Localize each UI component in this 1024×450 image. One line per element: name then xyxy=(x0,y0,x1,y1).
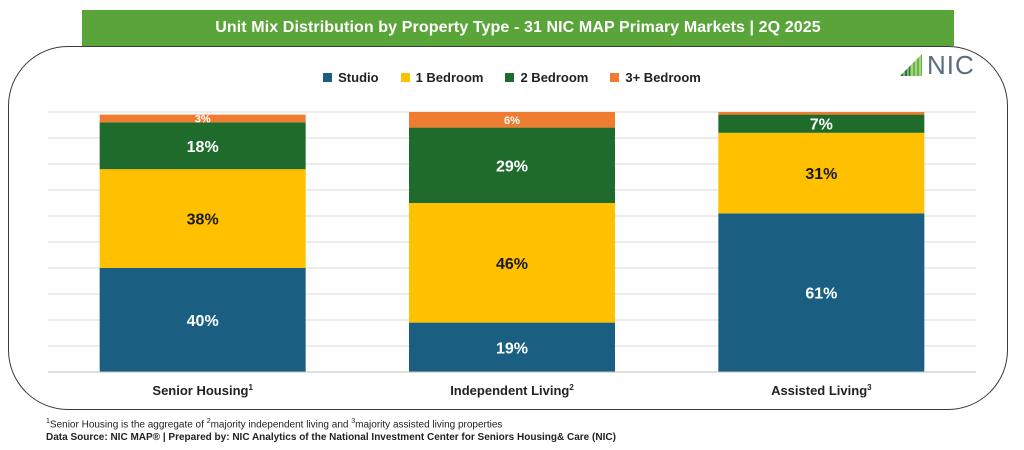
chart-title: Unit Mix Distribution by Property Type -… xyxy=(82,10,954,46)
bar-segment-2-bedroom xyxy=(409,127,615,203)
nic-logo-icon xyxy=(898,52,924,78)
legend-label: 3+ Bedroom xyxy=(625,70,701,85)
legend-label: Studio xyxy=(338,70,379,85)
footnote-part-1: Senior Housing is the aggregate of xyxy=(49,419,207,431)
legend-swatch xyxy=(400,73,410,82)
footnote-sup-1: 1 xyxy=(46,418,50,425)
data-label: 18% xyxy=(187,139,219,156)
data-label: 31% xyxy=(805,166,837,183)
legend-swatch xyxy=(323,73,333,82)
legend-item-studio: Studio xyxy=(323,70,379,85)
bar-segment-2-bedroom xyxy=(99,122,306,170)
data-label: 61% xyxy=(805,286,837,303)
data-label: 38% xyxy=(187,212,219,229)
footnote-sup-3: 3 xyxy=(351,418,356,425)
bar-segment-3-bedroom xyxy=(718,112,925,115)
x-tick-label: Senior Housing1 xyxy=(152,383,253,398)
footnote-sup-2: 2 xyxy=(206,418,211,425)
chart-frame xyxy=(8,46,1008,410)
bar-segment-3-bedroom xyxy=(99,114,306,123)
footnote: 1Senior Housing is the aggregate of 2maj… xyxy=(46,418,502,430)
footnote-part-3: majority assisted living properties xyxy=(355,419,503,431)
legend-swatch xyxy=(610,73,620,82)
bar-segment-studio xyxy=(718,213,925,372)
legend-item-3-bedroom: 3+ Bedroom xyxy=(610,70,701,85)
legend-label: 2 Bedroom xyxy=(520,70,589,85)
x-tick-label: Independent Living2 xyxy=(450,383,574,398)
legend: Studio 1 Bedroom 2 Bedroom 3+ Bedroom xyxy=(0,70,1024,85)
logo-text: NIC xyxy=(927,49,975,80)
data-source: Data Source: NIC MAP® | Prepared by: NIC… xyxy=(46,432,616,443)
legend-item-1-bedroom: 1 Bedroom xyxy=(400,70,484,85)
legend-label: 1 Bedroom xyxy=(415,70,484,85)
data-label: 6% xyxy=(504,115,520,127)
data-label: 46% xyxy=(496,256,528,273)
legend-swatch xyxy=(505,73,515,82)
footnote-part-2: majority independent living and xyxy=(210,419,352,431)
bar-segment-1-bedroom xyxy=(99,169,306,268)
nic-logo: NIC xyxy=(898,50,978,80)
bar-segment-1-bedroom xyxy=(409,203,615,323)
bar-segment-1-bedroom xyxy=(718,132,925,214)
legend-item-2-bedroom: 2 Bedroom xyxy=(505,70,588,85)
bar-segment-studio xyxy=(99,268,306,372)
data-label: 40% xyxy=(187,313,219,330)
data-label: 29% xyxy=(496,158,528,175)
data-label: 3% xyxy=(195,114,211,126)
x-tick-label: Assisted Living3 xyxy=(771,383,872,398)
bar-segment-3-bedroom xyxy=(409,112,615,128)
bar-segment-2-bedroom xyxy=(718,114,925,133)
data-label: 19% xyxy=(496,340,528,357)
data-label: 7% xyxy=(810,117,833,134)
bar-segment-studio xyxy=(409,322,615,372)
